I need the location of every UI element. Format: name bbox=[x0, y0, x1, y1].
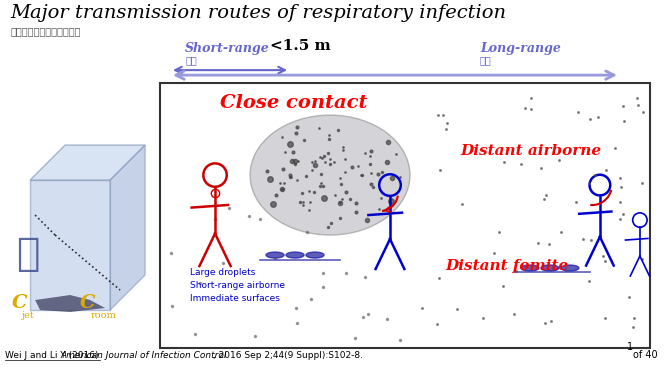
Text: 🧍: 🧍 bbox=[17, 235, 40, 273]
Text: 1: 1 bbox=[627, 342, 633, 352]
Text: 近距: 近距 bbox=[185, 55, 197, 65]
Text: Large droplets
Short-range airborne
Immediate surfaces: Large droplets Short-range airborne Imme… bbox=[190, 268, 285, 303]
Text: jet: jet bbox=[22, 311, 35, 320]
Text: of 40: of 40 bbox=[633, 350, 657, 360]
Text: Major transmission routes of respiratory infection: Major transmission routes of respiratory… bbox=[10, 4, 506, 22]
Text: Long-range: Long-range bbox=[480, 42, 561, 55]
Ellipse shape bbox=[306, 252, 324, 258]
Text: 呼吸道感染的主要傳播途徑: 呼吸道感染的主要傳播途徑 bbox=[10, 26, 81, 36]
Polygon shape bbox=[30, 145, 145, 180]
Polygon shape bbox=[35, 295, 105, 312]
Text: Wei J and Li Y (2016).: Wei J and Li Y (2016). bbox=[5, 351, 104, 360]
Text: Short-range: Short-range bbox=[185, 42, 270, 55]
Ellipse shape bbox=[521, 265, 539, 271]
Text: Close contact: Close contact bbox=[220, 94, 367, 112]
Ellipse shape bbox=[541, 265, 559, 271]
Text: 遠距: 遠距 bbox=[480, 55, 492, 65]
Text: , 2016 Sep 2;44(9 Suppl):S102-8.: , 2016 Sep 2;44(9 Suppl):S102-8. bbox=[213, 351, 363, 360]
Ellipse shape bbox=[561, 265, 579, 271]
Ellipse shape bbox=[286, 252, 304, 258]
FancyBboxPatch shape bbox=[160, 83, 650, 348]
Ellipse shape bbox=[266, 252, 284, 258]
Text: Distant airborne: Distant airborne bbox=[460, 144, 601, 158]
Polygon shape bbox=[110, 145, 145, 310]
Polygon shape bbox=[30, 180, 110, 310]
Ellipse shape bbox=[250, 115, 410, 235]
Text: room: room bbox=[91, 311, 117, 320]
Text: C: C bbox=[12, 294, 27, 312]
Text: C: C bbox=[80, 294, 96, 312]
Text: Distant fomite: Distant fomite bbox=[445, 259, 568, 273]
Text: American Journal of Infection Control: American Journal of Infection Control bbox=[60, 351, 226, 360]
Text: <1.5 m: <1.5 m bbox=[270, 39, 331, 53]
